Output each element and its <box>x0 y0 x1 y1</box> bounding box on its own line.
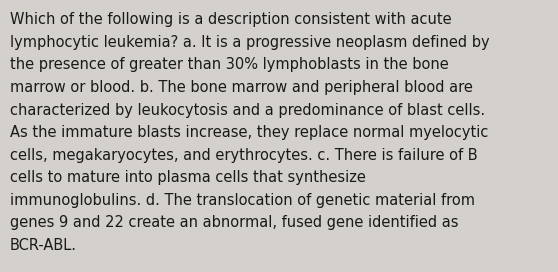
Text: BCR-ABL.: BCR-ABL. <box>10 238 77 253</box>
Text: immunoglobulins. d. The translocation of genetic material from: immunoglobulins. d. The translocation of… <box>10 193 475 208</box>
Text: characterized by leukocytosis and a predominance of blast cells.: characterized by leukocytosis and a pred… <box>10 103 485 118</box>
Text: lymphocytic leukemia? a. It is a progressive neoplasm defined by: lymphocytic leukemia? a. It is a progres… <box>10 35 490 50</box>
Text: cells, megakaryocytes, and erythrocytes. c. There is failure of B: cells, megakaryocytes, and erythrocytes.… <box>10 148 478 163</box>
Text: Which of the following is a description consistent with acute: Which of the following is a description … <box>10 12 451 27</box>
Text: the presence of greater than 30% lymphoblasts in the bone: the presence of greater than 30% lymphob… <box>10 57 449 72</box>
Text: genes 9 and 22 create an abnormal, fused gene identified as: genes 9 and 22 create an abnormal, fused… <box>10 215 459 230</box>
Text: marrow or blood. b. The bone marrow and peripheral blood are: marrow or blood. b. The bone marrow and … <box>10 80 473 95</box>
Text: As the immature blasts increase, they replace normal myelocytic: As the immature blasts increase, they re… <box>10 125 488 140</box>
Text: cells to mature into plasma cells that synthesize: cells to mature into plasma cells that s… <box>10 170 366 185</box>
